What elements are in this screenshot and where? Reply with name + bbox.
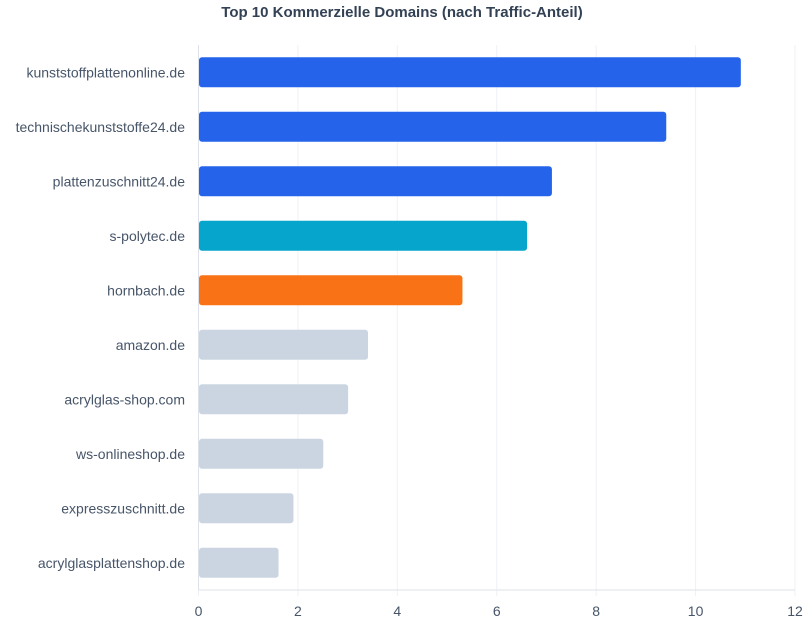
category-label: acrylglas-shop.com [64,391,185,407]
bar[interactable] [199,438,324,469]
category-label: technischekunststoffe24.de [16,119,186,135]
category-label: acrylglasplattenshop.de [38,555,185,571]
category-label: s-polytec.de [110,228,186,244]
chart-title: Top 10 Kommerzielle Domains (nach Traffi… [221,4,582,21]
x-tick-label: 2 [294,603,302,619]
x-tick-label: 10 [688,603,704,619]
category-label: amazon.de [116,337,185,353]
category-label: plattenzuschnitt24.de [53,173,186,189]
bar[interactable] [199,493,294,524]
category-label: ws-onlineshop.de [75,446,185,462]
category-label: kunststoffplattenonline.de [26,64,185,80]
bar[interactable] [199,111,667,142]
x-tick-label: 0 [195,603,203,619]
bar[interactable] [199,57,741,88]
bar[interactable] [199,384,349,415]
bar[interactable] [199,547,279,578]
bar[interactable] [199,329,369,360]
x-tick-label: 12 [787,603,803,619]
bar[interactable] [199,166,552,197]
bar[interactable] [199,220,528,251]
category-label: expresszuschnitt.de [61,500,185,516]
x-tick-label: 6 [493,603,501,619]
x-tick-label: 4 [393,603,401,619]
category-label: hornbach.de [107,282,185,298]
x-tick-label: 8 [592,603,600,619]
bar[interactable] [199,275,463,306]
